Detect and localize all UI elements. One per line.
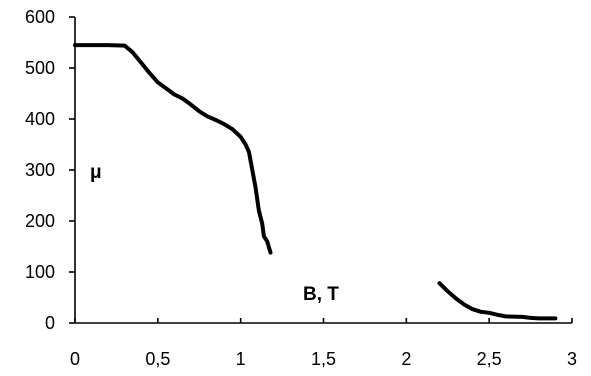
x-tick-label: 0,5: [145, 349, 170, 369]
x-tick-label: 3: [567, 349, 577, 369]
x-tick-label: 1,5: [311, 349, 336, 369]
x-tick-label: 2,5: [477, 349, 502, 369]
series-line-2: [437, 281, 558, 321]
y-tick-label: 100: [25, 262, 55, 282]
y-tick-label: 600: [25, 7, 55, 27]
series-line-1: [73, 43, 273, 255]
series-layer: [73, 43, 558, 321]
x-tick-label: 2: [401, 349, 411, 369]
x-axis-ticks: 0 0,5 1 1,5 2 2,5 3: [70, 318, 577, 369]
y-axis-ticks: 0 100 200 300 400 500 600: [25, 7, 75, 333]
x-tick-label: 0: [70, 349, 80, 369]
y-axis-title: μ: [90, 162, 102, 183]
y-tick-label: 200: [25, 211, 55, 231]
y-tick-label: 400: [25, 109, 55, 129]
y-tick-label: 300: [25, 160, 55, 180]
y-tick-label: 500: [25, 58, 55, 78]
y-tick-label: 0: [45, 313, 55, 333]
x-tick-label: 1: [236, 349, 246, 369]
x-axis-title: B, T: [303, 284, 339, 305]
